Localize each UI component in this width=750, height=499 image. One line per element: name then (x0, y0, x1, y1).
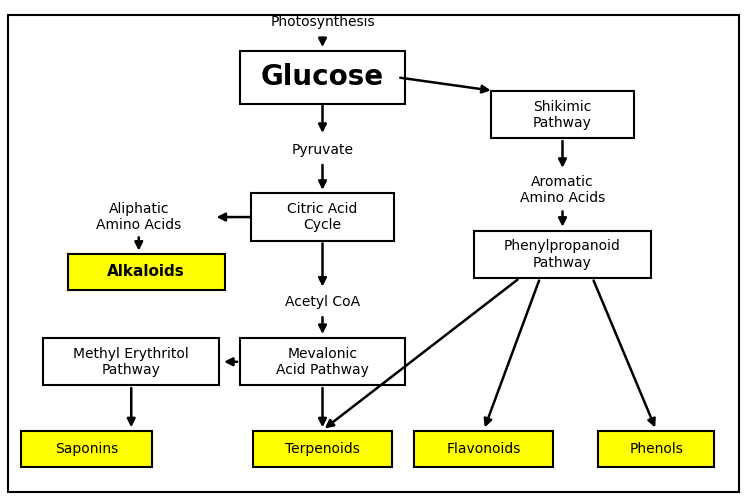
Text: Citric Acid
Cycle: Citric Acid Cycle (287, 202, 358, 232)
Bar (251, 194, 394, 241)
Text: Aliphatic
Amino Acids: Aliphatic Amino Acids (96, 202, 182, 232)
Text: Glucose: Glucose (261, 63, 384, 91)
Text: Acetyl CoA: Acetyl CoA (285, 295, 360, 309)
Bar (414, 431, 553, 467)
Bar (240, 338, 405, 385)
Text: Shikimic
Pathway: Shikimic Pathway (533, 100, 592, 130)
Bar (475, 231, 650, 278)
Bar (491, 91, 634, 138)
Text: Aromatic
Amino Acids: Aromatic Amino Acids (520, 175, 605, 205)
Text: Methyl Erythritol
Pathway: Methyl Erythritol Pathway (74, 347, 189, 377)
Text: Alkaloids: Alkaloids (107, 264, 185, 279)
Bar (43, 338, 219, 385)
Text: Phenylpropanoid
Pathway: Phenylpropanoid Pathway (504, 240, 621, 269)
Text: Saponins: Saponins (55, 442, 118, 456)
Text: Mevalonic
Acid Pathway: Mevalonic Acid Pathway (276, 347, 369, 377)
Text: Phenols: Phenols (629, 442, 683, 456)
Bar (68, 254, 225, 290)
Bar (21, 431, 152, 467)
Text: Flavonoids: Flavonoids (446, 442, 521, 456)
Bar (240, 51, 405, 104)
Text: Pyruvate: Pyruvate (292, 143, 353, 157)
Text: Photosynthesis: Photosynthesis (270, 15, 375, 29)
Bar (254, 431, 392, 467)
Text: Terpenoids: Terpenoids (285, 442, 360, 456)
Bar (598, 431, 714, 467)
